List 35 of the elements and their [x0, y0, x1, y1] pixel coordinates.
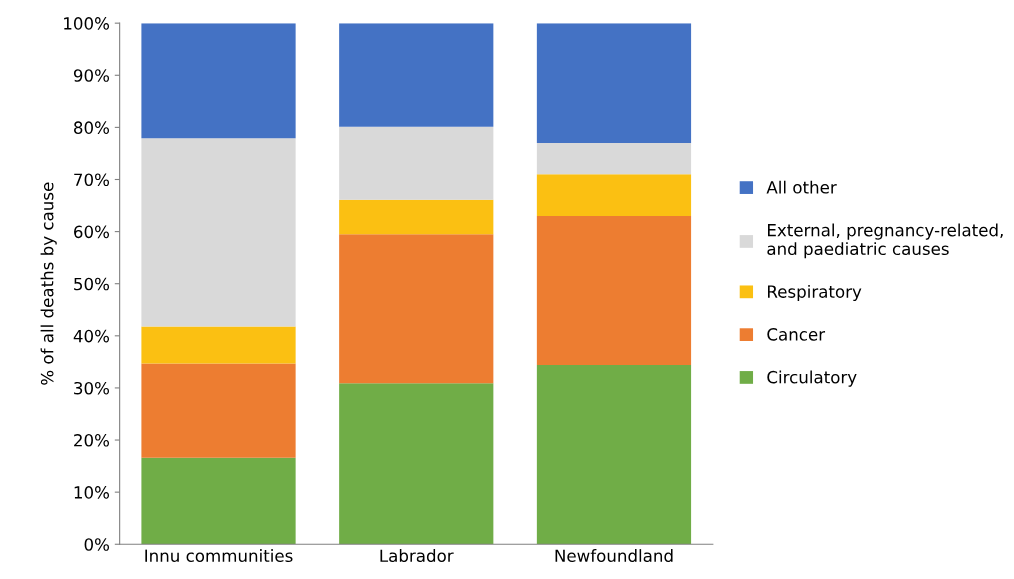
bar — [536, 174, 692, 216]
x-tick-label: Innu communities — [145, 549, 293, 563]
y-tick-label: 100% — [64, 17, 110, 30]
y-tick-label: 20% — [74, 434, 110, 447]
y-tick-label: 0% — [84, 538, 110, 551]
bar — [339, 199, 494, 235]
bar — [536, 215, 692, 365]
y-tick-label: 10% — [74, 486, 110, 499]
legend-label: Cancer — [767, 328, 826, 341]
bar — [339, 23, 494, 127]
y-tick-label: 80% — [74, 121, 110, 134]
bar — [339, 234, 494, 384]
x-tick-label: Labrador — [380, 549, 454, 563]
legend-label: All other — [766, 180, 837, 194]
x-tick-label: Newfoundland — [555, 549, 673, 563]
bar — [339, 126, 494, 200]
bar — [141, 138, 296, 327]
legend-label: Respiratory — [768, 284, 862, 302]
legend-label: External, pregnancy-related, and paediatric causes — [767, 223, 1003, 259]
bar — [536, 23, 692, 144]
legend-label: Circulatory — [767, 370, 857, 387]
bar — [141, 457, 296, 545]
y-tick-label: 60% — [74, 225, 110, 239]
y-tick-label: 90% — [73, 69, 110, 82]
y-axis-title: % of all deaths by cause — [40, 182, 57, 385]
bar — [339, 383, 494, 545]
bar — [536, 143, 692, 175]
bar — [141, 23, 296, 139]
bar — [536, 365, 692, 545]
bar — [141, 326, 296, 364]
y-tick-label: 70% — [74, 173, 110, 187]
bar — [141, 363, 296, 458]
y-tick-label: 30% — [74, 381, 110, 395]
y-tick-label: 50% — [74, 277, 110, 291]
y-tick-label: 40% — [73, 329, 110, 343]
